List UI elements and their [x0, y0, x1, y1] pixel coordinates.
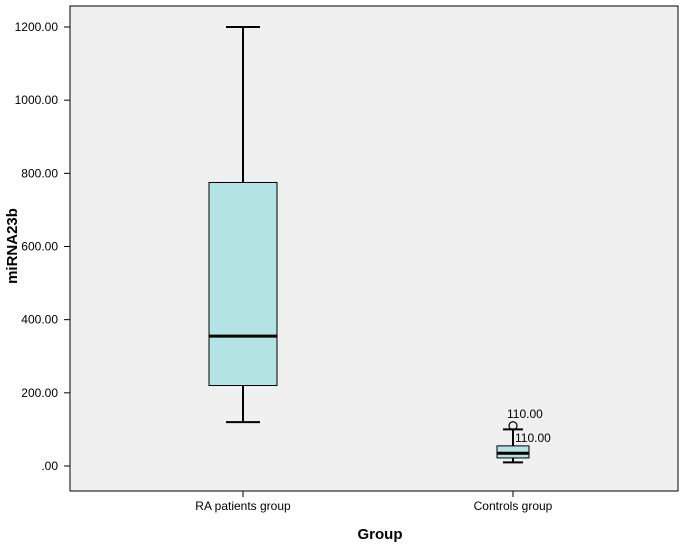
outlier-label: 110.00	[507, 407, 543, 421]
x-tick-label: RA patients group	[195, 499, 291, 513]
box-iqr	[208, 181, 278, 387]
boxes: 110.00 110.00	[208, 26, 551, 464]
y-axis: .00 200.00 400.00 600.00 800.00 1000.00 1200.0…	[15, 20, 70, 473]
y-tick-label: 1200.00	[15, 20, 59, 34]
y-tick-label: 600.00	[21, 240, 58, 254]
y-axis-title: miRNA23b	[4, 208, 21, 284]
y-tick-label: 1000.00	[15, 93, 59, 107]
x-axis-title: Group	[358, 526, 403, 543]
plot-area	[69, 5, 679, 492]
y-tick-label: .00	[41, 459, 58, 473]
y-tick-label: 200.00	[21, 386, 58, 400]
box-group	[496, 421, 530, 464]
x-tick-label: Controls group	[474, 499, 553, 513]
outlier-point	[508, 421, 518, 431]
box-group	[208, 26, 278, 424]
outlier-label: 110.00	[515, 431, 551, 445]
y-tick-label: 400.00	[21, 313, 58, 327]
y-tick-label: 800.00	[21, 166, 58, 180]
x-axis: RA patients group Controls group	[195, 491, 553, 513]
